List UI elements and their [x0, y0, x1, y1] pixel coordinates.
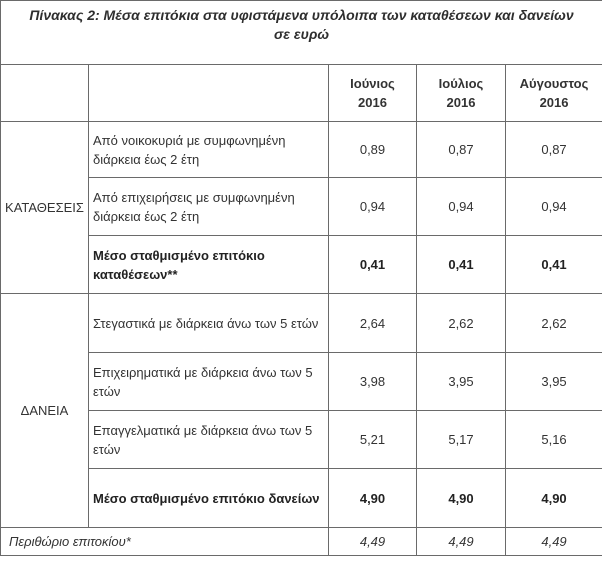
value-cell: 2,62: [504, 293, 602, 353]
column-header-august: Αύγουστος 2016: [504, 64, 602, 122]
value-cell: 3,95: [416, 352, 506, 411]
empty-header-cell: [88, 64, 329, 122]
value-cell: 0,89: [328, 121, 417, 178]
value-cell: 5,17: [416, 410, 506, 469]
column-header-july: Ιούλιος 2016: [416, 64, 506, 122]
table-title: Πίνακας 2: Μέσα επιτόκια στα υφιστάμενα …: [0, 0, 602, 65]
value-cell: 5,16: [504, 410, 602, 469]
column-month: Ιούνιος: [350, 76, 395, 91]
table-row-summary: Μέσο σταθμισμένο επιτόκιο δανείων 4,90 4…: [1, 468, 602, 528]
value-cell: 0,87: [504, 121, 602, 178]
value-cell: 0,41: [504, 235, 602, 294]
row-label: Επιχειρηματικά με διάρκεια άνω των 5 ετώ…: [88, 352, 329, 411]
value-cell: 4,49: [328, 527, 417, 556]
group-label-deposits: ΚΑΤΑΘΕΣΕΙΣ: [0, 121, 89, 294]
footer-row: Περιθώριο επιτοκίου* 4,49 4,49 4,49: [0, 527, 602, 556]
value-cell: 4,49: [416, 527, 506, 556]
row-label: Μέσο σταθμισμένο επιτόκιο καταθέσεων**: [88, 235, 329, 294]
value-cell: 0,94: [504, 177, 602, 236]
table-row: Επαγγελματικά με διάρκεια άνω των 5 ετών…: [1, 410, 602, 469]
column-year: 2016: [446, 95, 476, 110]
row-label: Στεγαστικά με διάρκεια άνω των 5 ετών: [88, 293, 329, 353]
value-cell: 2,62: [416, 293, 506, 353]
row-label: Μέσο σταθμισμένο επιτόκιο δανείων: [88, 468, 329, 528]
value-cell: 5,21: [328, 410, 417, 469]
column-month: Ιούλιος: [438, 76, 484, 91]
value-cell: 0,87: [416, 121, 506, 178]
value-cell: 4,90: [416, 468, 506, 528]
value-cell: 3,95: [504, 352, 602, 411]
value-cell: 0,94: [416, 177, 506, 236]
row-label: Από επιχειρήσεις με συμφωνημένη διάρκεια…: [88, 177, 329, 236]
column-header-june: Ιούνιος 2016: [328, 64, 417, 122]
value-cell: 4,90: [504, 468, 602, 528]
table-row: ΔΑΝΕΙΑ Στεγαστικά με διάρκεια άνω των 5 …: [0, 293, 602, 528]
value-cell: 4,90: [328, 468, 417, 528]
group-label-loans: ΔΑΝΕΙΑ: [0, 293, 89, 528]
footer-label: Περιθώριο επιτοκίου*: [0, 527, 329, 556]
value-cell: 0,41: [416, 235, 506, 294]
table-row-summary: Μέσο σταθμισμένο επιτόκιο καταθέσεων** 0…: [1, 235, 602, 294]
value-cell: 3,98: [328, 352, 417, 411]
value-cell: 0,94: [328, 177, 417, 236]
table-row: ΚΑΤΑΘΕΣΕΙΣ Από νοικοκυριά με συμφωνημένη…: [0, 121, 602, 294]
value-cell: 2,64: [328, 293, 417, 353]
value-cell: 4,49: [504, 527, 602, 556]
empty-header-cell: [0, 64, 89, 122]
value-cell: 0,41: [328, 235, 417, 294]
row-label: Επαγγελματικά με διάρκεια άνω των 5 ετών: [88, 410, 329, 469]
title-row: Πίνακας 2: Μέσα επιτόκια στα υφιστάμενα …: [0, 0, 602, 65]
table-row: Επιχειρηματικά με διάρκεια άνω των 5 ετώ…: [1, 352, 602, 411]
column-year: 2016: [358, 95, 387, 110]
row-label: Από νοικοκυριά με συμφωνημένη διάρκεια έ…: [88, 121, 329, 178]
column-month: Αύγουστος: [519, 76, 589, 91]
header-row: Ιούνιος 2016 Ιούλιος 2016 Αύγουστος 2016: [0, 64, 602, 122]
column-year: 2016: [539, 95, 569, 110]
table-row: Από επιχειρήσεις με συμφωνημένη διάρκεια…: [1, 177, 602, 236]
